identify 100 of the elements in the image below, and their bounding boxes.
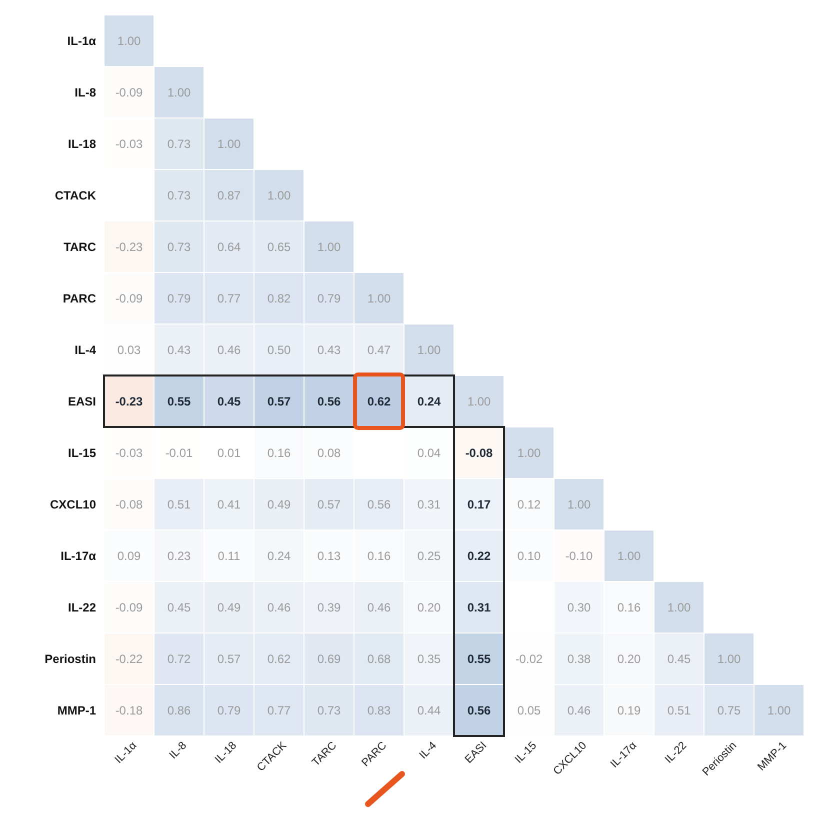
data-label: 0.39 xyxy=(317,600,341,614)
y-tick-label: IL-17α xyxy=(60,548,97,563)
data-label: 0.56 xyxy=(367,497,391,512)
data-label: 0.77 xyxy=(267,703,291,718)
data-label: 0.64 xyxy=(217,240,241,254)
data-label: 0.24 xyxy=(417,394,441,408)
data-label: 0.62 xyxy=(267,652,291,666)
data-label: 0.31 xyxy=(467,600,491,614)
data-label: 0.45 xyxy=(167,600,191,614)
data-label: 0.22 xyxy=(467,548,491,563)
data-label: 0.25 xyxy=(417,548,441,563)
data-label: 0.31 xyxy=(417,497,441,512)
y-tick-label: MMP-1 xyxy=(57,703,96,718)
data-label: -0.18 xyxy=(115,703,143,718)
y-tick-label: TARC xyxy=(64,240,96,254)
y-tick-label: EASI xyxy=(68,394,96,408)
data-label: 0.16 xyxy=(267,446,291,460)
data-label: 1.00 xyxy=(217,136,241,151)
data-label: 0.83 xyxy=(367,703,391,718)
data-label: 0.43 xyxy=(317,342,341,357)
data-label: 0.72 xyxy=(167,652,191,666)
data-label: 0.57 xyxy=(267,394,291,408)
y-tick-label: IL-15 xyxy=(68,446,96,460)
data-label: 0.17 xyxy=(467,497,491,512)
data-label: 0.08 xyxy=(317,446,341,460)
data-label: 0.13 xyxy=(317,548,341,563)
data-label: 0.41 xyxy=(217,497,241,512)
data-label: -0.08 xyxy=(465,446,493,460)
data-label: 0.49 xyxy=(217,600,241,614)
data-label: -0.02 xyxy=(515,652,543,666)
data-label: 1.00 xyxy=(767,703,791,718)
data-label: 0.01 xyxy=(217,446,241,460)
data-label: 0.45 xyxy=(217,394,241,408)
data-label: -0.09 xyxy=(115,600,143,614)
y-tick-label: Periostin xyxy=(44,652,96,666)
data-label: 0.10 xyxy=(517,548,541,563)
data-label: 1.00 xyxy=(367,291,391,306)
data-label: 0.30 xyxy=(567,600,591,614)
data-label: 0.57 xyxy=(217,652,241,666)
data-label: -0.09 xyxy=(115,291,143,306)
data-label: 0.46 xyxy=(567,703,591,718)
data-label: 1.00 xyxy=(117,34,141,48)
data-label: 0.16 xyxy=(617,600,641,614)
data-label: 0.79 xyxy=(167,291,191,306)
data-label: 0.55 xyxy=(467,652,491,666)
data-label: 0.11 xyxy=(218,548,241,563)
data-label: 0.73 xyxy=(317,703,341,718)
data-label: -0.08 xyxy=(115,497,143,512)
data-label: 0.77 xyxy=(217,291,241,306)
y-tick-label: IL-1α xyxy=(67,34,97,48)
data-label: 0.69 xyxy=(317,652,341,666)
data-label: 0.04 xyxy=(417,446,441,460)
data-label: 0.05 xyxy=(517,703,541,718)
data-label: 1.00 xyxy=(417,342,441,357)
data-label: 0.12 xyxy=(517,497,541,512)
data-label: 1.00 xyxy=(317,240,341,254)
data-label: 0.19 xyxy=(617,703,641,718)
data-label: 0.46 xyxy=(367,600,391,614)
data-label: 0.49 xyxy=(267,497,291,512)
data-label: 0.79 xyxy=(317,291,341,306)
data-label: 0.46 xyxy=(267,600,291,614)
data-label: 1.00 xyxy=(467,394,491,408)
x-tick-label: IL-8 xyxy=(167,740,190,762)
data-label: 0.73 xyxy=(167,240,191,254)
data-label: 0.24 xyxy=(267,548,291,563)
data-label: 1.00 xyxy=(717,652,741,666)
data-label: 1.00 xyxy=(667,600,691,614)
data-label: -0.23 xyxy=(115,240,143,254)
data-label: 0.75 xyxy=(717,703,741,718)
data-label: 0.68 xyxy=(367,652,391,666)
data-label: 0.20 xyxy=(417,600,441,614)
data-label: 0.38 xyxy=(567,652,591,666)
data-label: 0.79 xyxy=(217,703,241,718)
data-label: -0.22 xyxy=(115,652,143,666)
data-label: -0.01 xyxy=(165,446,193,460)
data-label: 1.00 xyxy=(267,188,291,202)
data-label: 0.55 xyxy=(167,394,191,408)
data-label: 0.82 xyxy=(267,291,291,306)
data-label: -0.03 xyxy=(115,136,143,151)
data-label: 0.47 xyxy=(367,342,391,357)
data-label: 0.16 xyxy=(367,548,391,563)
data-label: 0.73 xyxy=(167,188,191,202)
data-label: 0.03 xyxy=(117,342,141,357)
data-label: 0.51 xyxy=(667,703,691,718)
data-label: 1.00 xyxy=(617,548,641,563)
y-tick-label: IL-22 xyxy=(68,600,96,614)
data-label: 0.65 xyxy=(267,240,291,254)
data-label: 0.62 xyxy=(367,394,391,408)
y-tick-label: CTACK xyxy=(54,188,96,202)
data-label: 1.00 xyxy=(567,497,591,512)
data-label: 0.20 xyxy=(617,652,641,666)
data-label: -0.03 xyxy=(115,446,143,460)
y-tick-label: PARC xyxy=(62,291,96,306)
data-label: 1.00 xyxy=(517,446,541,460)
data-label: 0.43 xyxy=(167,342,191,357)
data-label: 0.51 xyxy=(167,497,191,512)
data-label: -0.09 xyxy=(115,85,143,100)
y-tick-label: CXCL10 xyxy=(50,497,96,512)
data-label: 0.86 xyxy=(167,703,191,718)
data-label: 0.09 xyxy=(117,548,141,563)
